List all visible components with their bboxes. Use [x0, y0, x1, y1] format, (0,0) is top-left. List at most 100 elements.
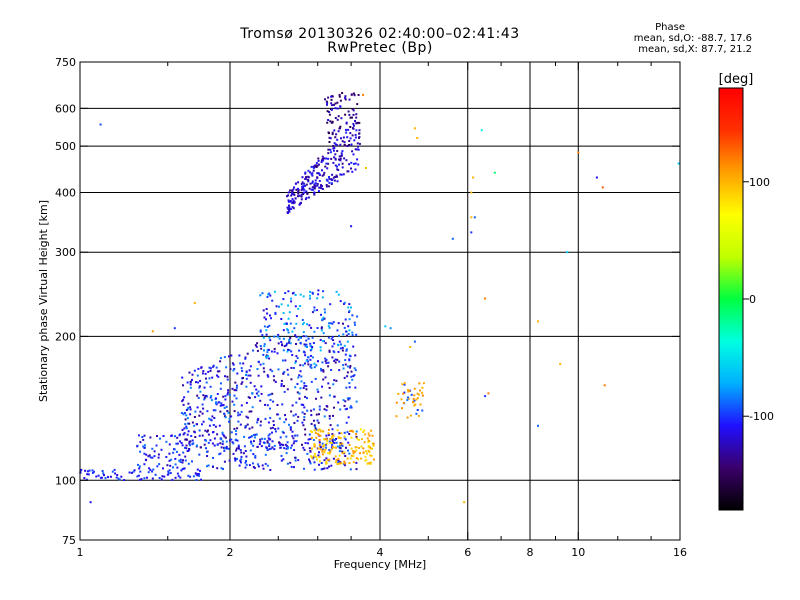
data-point: [143, 434, 146, 437]
data-point: [324, 376, 327, 379]
data-point: [301, 411, 304, 414]
data-point: [348, 382, 351, 385]
data-point: [314, 179, 317, 182]
data-point: [277, 333, 280, 336]
data-point: [273, 290, 276, 293]
data-point: [336, 165, 338, 168]
data-point: [337, 130, 340, 133]
data-point: [309, 462, 312, 465]
data-point: [359, 452, 361, 455]
data-point: [353, 374, 356, 377]
data-point: [360, 457, 363, 460]
data-point: [123, 479, 126, 481]
data-point: [233, 389, 236, 392]
data-point: [263, 370, 266, 373]
data-point: [269, 339, 272, 342]
data-point: [286, 350, 289, 353]
data-point: [236, 384, 238, 387]
data-point: [212, 457, 214, 459]
data-point: [269, 416, 272, 419]
data-point: [282, 298, 285, 301]
data-point: [249, 374, 252, 377]
data-point: [349, 366, 351, 369]
data-point: [313, 461, 316, 464]
data-point: [343, 460, 346, 463]
data-point: [331, 436, 334, 439]
data-point: [305, 176, 307, 179]
data-point: [204, 372, 207, 375]
data-point: [117, 477, 120, 480]
data-point: [205, 439, 208, 442]
data-point: [224, 416, 227, 419]
data-point: [174, 457, 177, 460]
data-point: [334, 102, 337, 105]
data-point: [262, 309, 265, 312]
data-point: [215, 397, 217, 400]
data-point: [215, 402, 217, 405]
data-point: [227, 411, 230, 414]
data-point: [205, 381, 208, 384]
data-point: [330, 442, 333, 444]
data-point: [342, 367, 345, 370]
data-point: [214, 409, 217, 412]
data-point: [299, 342, 302, 345]
data-point: [244, 450, 247, 452]
data-point: [240, 451, 243, 454]
data-point: [287, 304, 290, 307]
data-point: [189, 413, 192, 416]
data-point: [253, 385, 256, 388]
data-point: [265, 356, 268, 359]
data-point: [115, 476, 118, 479]
data-point: [269, 407, 271, 410]
data-point: [259, 420, 262, 423]
data-point: [339, 159, 342, 162]
data-point: [333, 441, 336, 444]
data-point: [317, 293, 320, 296]
data-point: [208, 377, 211, 380]
data-point: [269, 294, 272, 297]
data-point: [145, 459, 148, 462]
data-point: [273, 379, 276, 382]
data-point: [187, 390, 190, 393]
data-point: [314, 427, 317, 430]
data-point: [311, 292, 314, 295]
data-point: [252, 440, 255, 443]
data-point: [240, 461, 242, 464]
y-tick-label: 400: [55, 186, 76, 199]
data-point: [196, 474, 199, 477]
data-point: [293, 186, 295, 189]
data-point: [224, 398, 227, 401]
data-point: [196, 406, 199, 409]
data-point: [299, 370, 302, 373]
data-point: [323, 157, 325, 160]
data-point: [271, 431, 273, 434]
data-point: [244, 461, 247, 464]
data-point: [203, 396, 206, 399]
data-point: [311, 346, 314, 348]
data-point: [148, 454, 151, 457]
data-point: [338, 450, 341, 453]
data-point: [282, 329, 285, 332]
data-point: [413, 127, 416, 130]
data-point: [364, 455, 367, 458]
data-point: [187, 402, 190, 405]
data-point: [262, 441, 265, 444]
data-point: [160, 448, 163, 451]
data-point: [326, 458, 329, 461]
data-point: [327, 157, 330, 160]
data-point: [338, 360, 341, 363]
data-point: [245, 463, 248, 466]
data-point: [400, 398, 403, 401]
data-point: [286, 211, 289, 214]
data-point: [278, 305, 280, 308]
data-point: [239, 413, 242, 416]
data-point: [342, 136, 345, 139]
data-point: [321, 185, 323, 188]
data-point: [403, 383, 406, 386]
data-point: [267, 348, 270, 351]
data-point: [234, 438, 237, 441]
data-point: [370, 454, 373, 457]
chart-title-line2: RwPretec (Bp): [327, 40, 433, 56]
data-point: [232, 452, 235, 455]
data-point: [314, 425, 316, 428]
